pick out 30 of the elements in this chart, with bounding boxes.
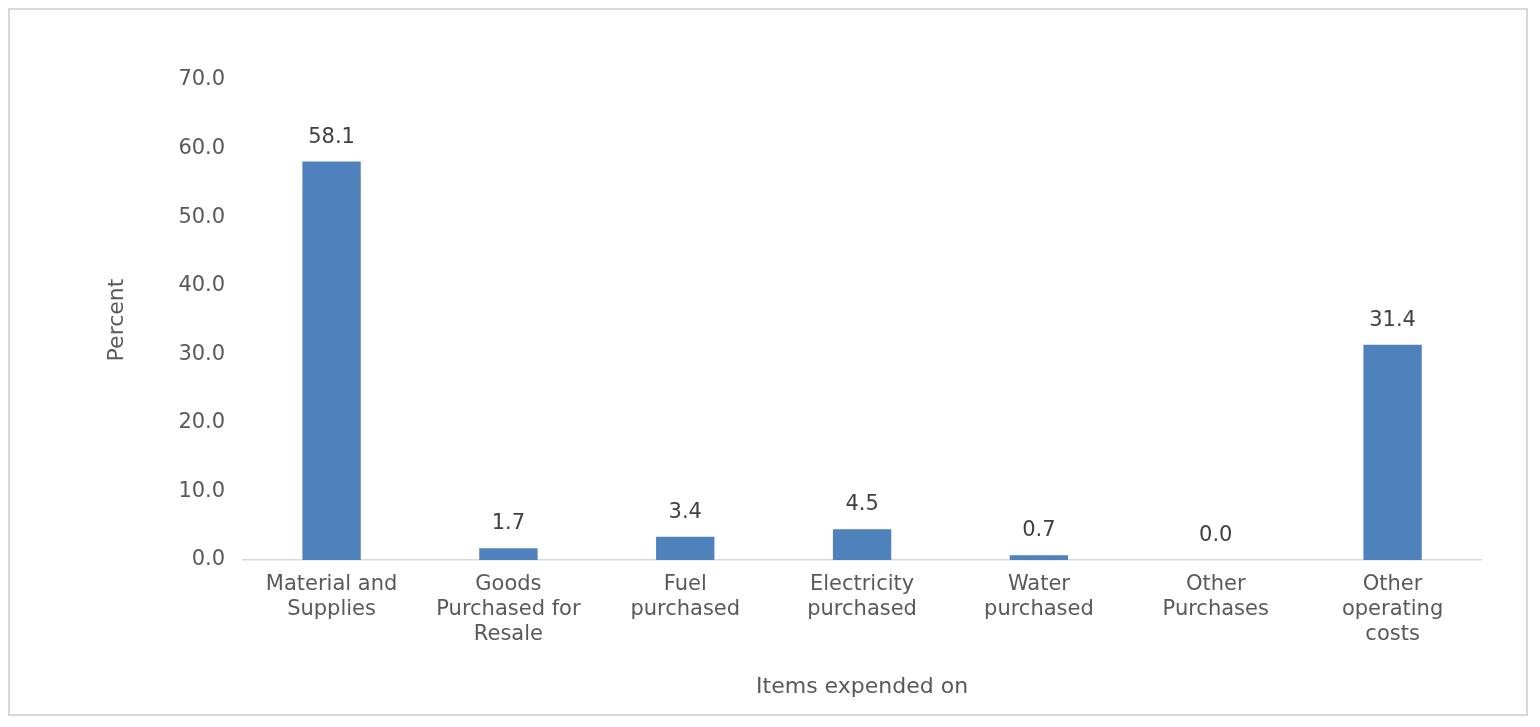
x-tick-label: Electricity purchased (807, 571, 917, 621)
bar (656, 536, 715, 560)
data-label: 31.4 (1369, 306, 1416, 331)
data-label: 4.5 (845, 491, 879, 516)
y-tick-label: 30.0 (178, 340, 226, 365)
data-label: 1.7 (491, 510, 526, 535)
x-tick-label: Goods Purchased for Resale (436, 571, 581, 646)
data-label: 3.4 (668, 498, 702, 523)
x-tick-label: Fuel purchased (630, 571, 741, 621)
y-tick-label: 60.0 (178, 135, 226, 160)
bar (302, 161, 361, 560)
x-tick-label: Other Purchases (1162, 571, 1269, 621)
x-tick-label: Other operating costs (1341, 571, 1444, 646)
x-tick-label: Water purchased (984, 571, 1094, 621)
data-label: 0.0 (1199, 521, 1233, 546)
y-axis-title: Percent (102, 278, 128, 362)
data-label: 0.7 (1022, 517, 1056, 542)
y-tick-label: 40.0 (178, 272, 226, 297)
bar (479, 548, 538, 560)
data-label: 58.1 (308, 123, 355, 148)
bar (832, 529, 892, 560)
bar (1363, 344, 1422, 560)
y-tick-label: 50.0 (178, 203, 226, 228)
x-axis-title: Items expended on (756, 672, 969, 698)
y-tick-label: 70.0 (178, 66, 226, 91)
y-tick-label: 20.0 (178, 409, 226, 434)
bar (1009, 555, 1069, 560)
y-tick-label: 0.0 (191, 546, 226, 571)
x-tick-label: Material and Supplies (265, 571, 398, 621)
y-tick-label: 10.0 (178, 477, 226, 502)
